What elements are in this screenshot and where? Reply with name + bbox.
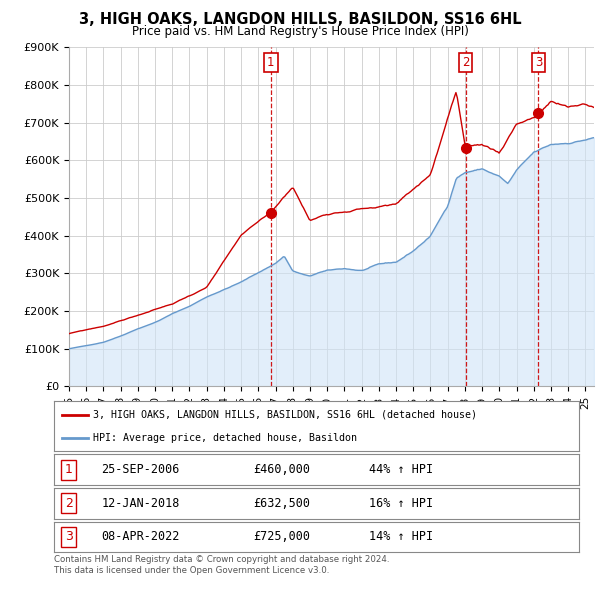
Text: 1: 1 [267, 56, 275, 69]
Text: Price paid vs. HM Land Registry's House Price Index (HPI): Price paid vs. HM Land Registry's House … [131, 25, 469, 38]
Text: 3: 3 [65, 530, 73, 543]
Text: 3: 3 [535, 56, 542, 69]
Text: Contains HM Land Registry data © Crown copyright and database right 2024.
This d: Contains HM Land Registry data © Crown c… [54, 555, 389, 575]
Text: 25-SEP-2006: 25-SEP-2006 [101, 463, 179, 476]
Text: HPI: Average price, detached house, Basildon: HPI: Average price, detached house, Basi… [94, 433, 358, 443]
Text: 14% ↑ HPI: 14% ↑ HPI [369, 530, 433, 543]
Text: 3, HIGH OAKS, LANGDON HILLS, BASILDON, SS16 6HL: 3, HIGH OAKS, LANGDON HILLS, BASILDON, S… [79, 12, 521, 27]
Text: 3, HIGH OAKS, LANGDON HILLS, BASILDON, SS16 6HL (detached house): 3, HIGH OAKS, LANGDON HILLS, BASILDON, S… [94, 409, 478, 419]
Text: 12-JAN-2018: 12-JAN-2018 [101, 497, 179, 510]
Text: 1: 1 [65, 463, 73, 476]
Text: 08-APR-2022: 08-APR-2022 [101, 530, 179, 543]
Text: £460,000: £460,000 [254, 463, 311, 476]
Text: 16% ↑ HPI: 16% ↑ HPI [369, 497, 433, 510]
Text: 2: 2 [462, 56, 469, 69]
Text: 2: 2 [65, 497, 73, 510]
Text: £632,500: £632,500 [254, 497, 311, 510]
Text: £725,000: £725,000 [254, 530, 311, 543]
Text: 44% ↑ HPI: 44% ↑ HPI [369, 463, 433, 476]
